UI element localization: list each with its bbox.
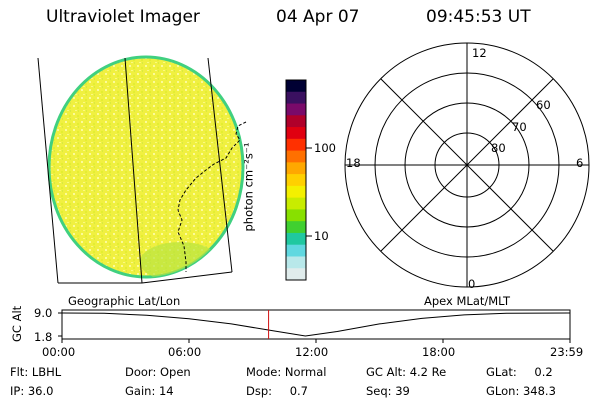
colorbar — [286, 80, 306, 281]
colorbar-segment — [286, 256, 306, 269]
colorbar-segment — [286, 209, 306, 222]
mlt-label-12: 12 — [472, 46, 487, 60]
x-tick-12: 12:00 — [295, 345, 329, 359]
geographic-label: Geographic Lat/Lon — [68, 294, 181, 308]
polar-plot — [344, 42, 590, 288]
colorbar-segment — [286, 115, 306, 128]
date-label: 04 Apr 07 — [276, 7, 360, 27]
colorbar-segment — [286, 244, 306, 257]
colorbar-segment — [286, 150, 306, 163]
info-flt: Flt: LBHL — [10, 365, 62, 379]
time-label: 09:45:53 UT — [426, 7, 531, 27]
colorbar-tick-100: 100 — [314, 141, 336, 155]
info-gain: Gain: 14 — [125, 384, 174, 398]
info-seq: Seq: 39 — [366, 384, 410, 398]
earth-disk — [47, 55, 245, 279]
timeline-y-label: GC Alt — [10, 305, 24, 342]
colorbar-segment — [286, 232, 306, 246]
colorbar-unit-label: photon cm⁻²s⁻¹ — [241, 142, 256, 232]
x-tick-2359: 23:59 — [550, 345, 584, 359]
info-glat: GLat: 0.2 — [486, 365, 553, 379]
colorbar-segment — [286, 185, 306, 199]
colorbar-segment — [286, 138, 306, 152]
apex-label: Apex MLat/MLT — [424, 294, 511, 308]
longitude-line — [37, 57, 59, 284]
info-dsp: Dsp: 0.7 — [246, 384, 308, 398]
lat-label-60: 60 — [536, 98, 551, 112]
colorbar-segment — [286, 162, 306, 175]
coastline — [177, 121, 247, 272]
colorbar-segment — [286, 268, 306, 281]
y-tick-1-8: 1.8 — [34, 330, 53, 344]
x-tick-00: 00:00 — [42, 345, 76, 359]
colorbar-segment — [286, 127, 306, 140]
colorbar-segment — [286, 103, 306, 116]
colorbar-segment — [286, 91, 306, 105]
altitude-curve — [61, 312, 570, 337]
info-door: Door: Open — [125, 365, 191, 379]
info-ip: IP: 36.0 — [10, 384, 54, 398]
colorbar-segment — [286, 221, 306, 234]
longitude-line — [207, 57, 233, 273]
instrument-title: Ultraviolet Imager — [46, 7, 200, 27]
x-tick-18: 18:00 — [422, 345, 456, 359]
info-gc-alt: GC Alt: 4.2 Re — [366, 365, 447, 379]
lat-label-80: 80 — [491, 141, 506, 155]
colorbar-segment — [286, 80, 306, 93]
lat-label-70: 70 — [512, 120, 527, 134]
mlt-label-6: 6 — [576, 156, 584, 170]
longitude-line — [124, 57, 143, 284]
x-tick-06: 06:00 — [168, 345, 202, 359]
y-tick-9: 9.0 — [34, 306, 53, 320]
colorbar-segment — [286, 174, 306, 187]
colorbar-tick-10: 10 — [314, 229, 329, 243]
colorbar-segment — [286, 197, 306, 210]
info-glon: GLon: 348.3 — [486, 384, 556, 398]
info-mode: Mode: Normal — [246, 365, 327, 379]
mlt-label-18: 18 — [346, 156, 361, 170]
mlt-label-0: 0 — [468, 277, 476, 291]
